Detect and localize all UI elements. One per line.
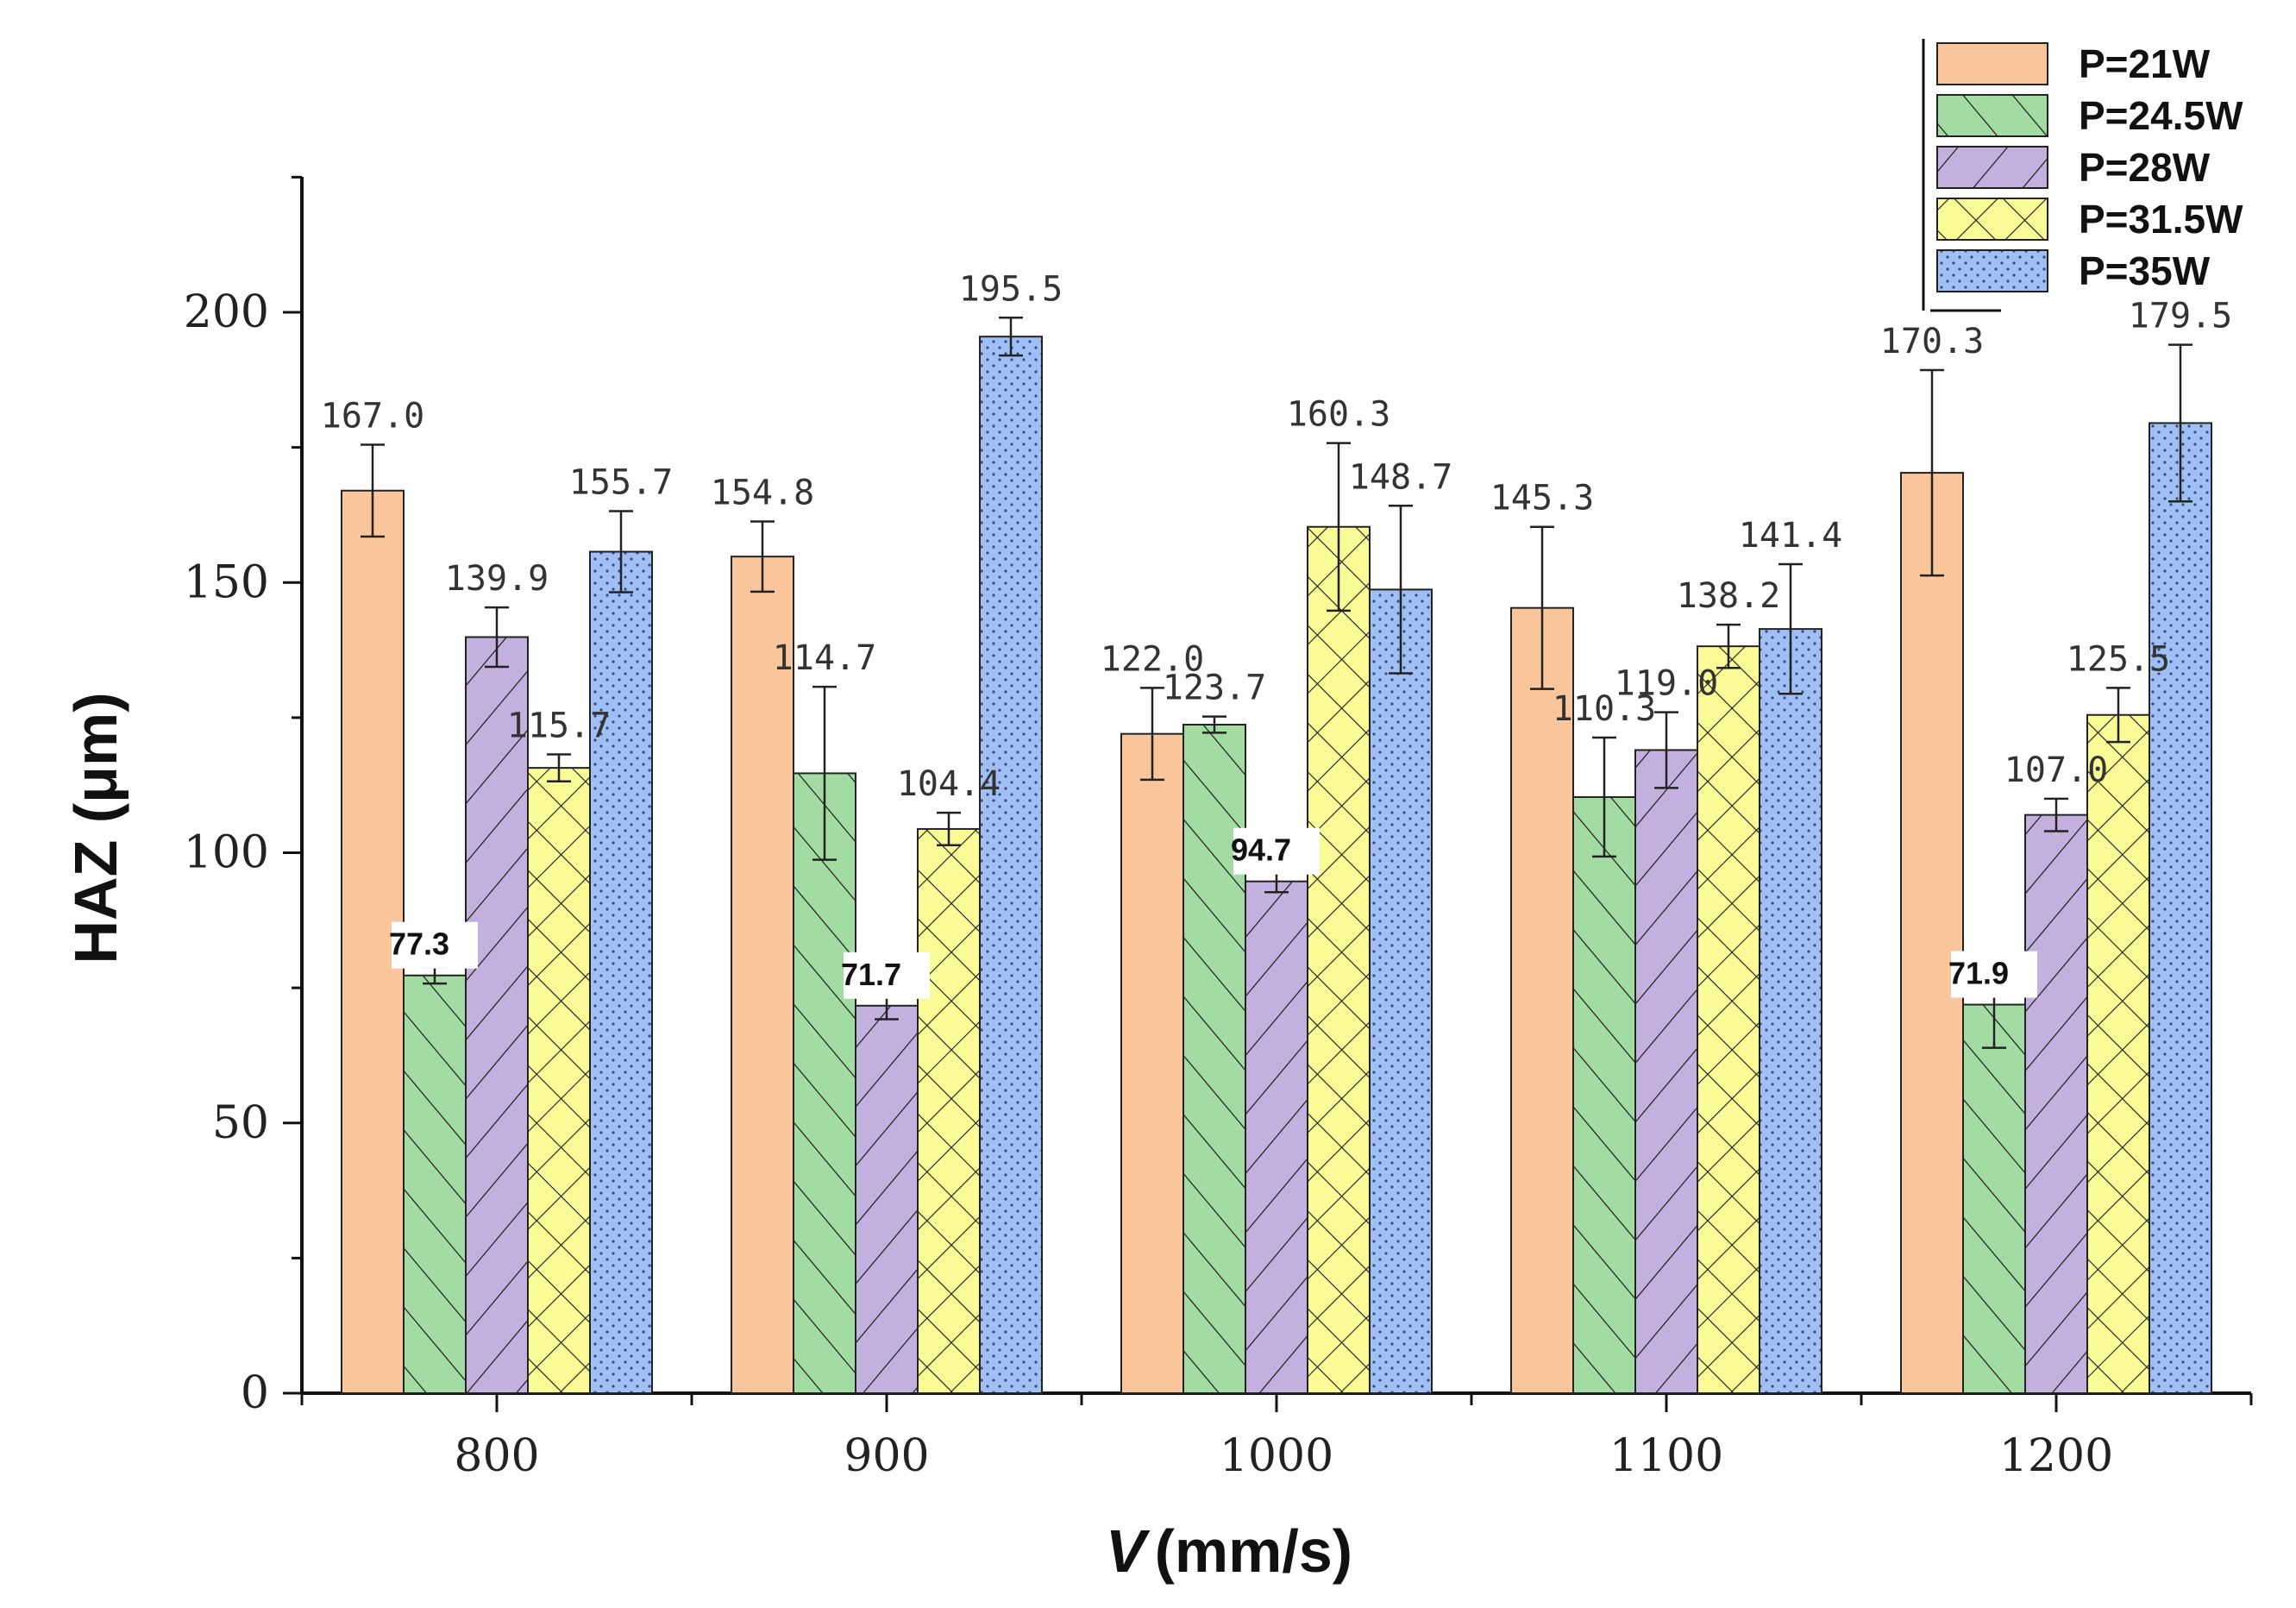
data-label: 115.7	[507, 706, 611, 745]
bar-pattern	[1183, 725, 1245, 1393]
data-label: 145.3	[1490, 479, 1594, 518]
legend-swatch-pattern	[1937, 95, 2048, 136]
data-labels: 167.0 77.3 139.9 115.7 155.7 154.8 114.7 71.7 10…	[321, 269, 2232, 999]
bar-pattern	[1573, 796, 1635, 1393]
data-label: 139.9	[445, 559, 549, 599]
data-label: 154.8	[711, 473, 814, 512]
y-tick-label: 150	[184, 556, 269, 608]
legend-label: P=31.5W	[2079, 197, 2243, 242]
legend-swatch	[1937, 43, 2048, 85]
bar	[1511, 607, 1573, 1393]
data-label-box	[1951, 951, 2037, 998]
bar-pattern	[856, 1005, 918, 1393]
data-label: 141.4	[1739, 516, 1842, 556]
legend-swatch-outline	[1936, 198, 2048, 241]
data-label: 119.0	[1615, 664, 1718, 704]
bar	[1901, 473, 1963, 1393]
y-tick-label: 0	[241, 1367, 269, 1419]
bar	[731, 556, 794, 1393]
data-label: 104.4	[897, 764, 1001, 804]
y-tick-label: 100	[184, 827, 269, 879]
x-tick-label: 1100	[1609, 1430, 1723, 1482]
data-label: 195.5	[959, 269, 1063, 309]
bar-pattern	[590, 551, 652, 1393]
bar-pattern	[2025, 814, 2087, 1393]
bar-pattern	[528, 768, 590, 1393]
legend-label: P=28W	[2079, 145, 2211, 190]
data-label: 71.9	[1948, 956, 2009, 991]
bar-pattern	[1697, 646, 1760, 1393]
x-tick-label: 1000	[1220, 1430, 1333, 1482]
data-label: 122.0	[1101, 639, 1204, 679]
x-tick-label: 1200	[1999, 1430, 2113, 1482]
x-tick-label: 800	[454, 1430, 539, 1482]
legend-swatch-pattern	[1937, 198, 2048, 240]
legend-swatch-outline	[1936, 146, 2048, 189]
data-label: 179.5	[2129, 297, 2232, 336]
x-tick-label: 900	[844, 1430, 929, 1482]
data-label: 138.2	[1677, 576, 1780, 616]
bar-pattern	[1245, 881, 1308, 1393]
x-axis-title: V (mm/s)	[1106, 1517, 1352, 1585]
bar	[1121, 733, 1183, 1393]
data-label: 94.7	[1231, 832, 1291, 868]
data-label-box	[392, 921, 478, 969]
bar-pattern	[2087, 714, 2149, 1393]
bar-pattern	[794, 773, 856, 1393]
x-axis-title-unit: (mm/s)	[1155, 1517, 1352, 1585]
data-label: 110.3	[1553, 689, 1656, 729]
y-tick-label: 200	[184, 286, 269, 338]
legend-label: P=24.5W	[2079, 93, 2243, 138]
bar-pattern	[466, 637, 528, 1393]
bar-pattern	[1370, 589, 1432, 1393]
bar-pattern	[1635, 750, 1697, 1393]
data-label: 160.3	[1287, 395, 1390, 435]
bars	[341, 317, 2212, 1395]
data-label: 170.3	[1880, 322, 1984, 361]
legend-label: P=35W	[2079, 248, 2211, 293]
data-label-box	[844, 952, 930, 999]
bar-pattern	[1760, 629, 1822, 1393]
legend-swatch-outline	[1936, 94, 2048, 137]
legend: P=21W P=24.5W P=28W P=31.5W P=35W	[1922, 39, 2243, 312]
data-label: 71.7	[841, 957, 901, 992]
data-label-box	[1233, 827, 1320, 875]
legend-swatch-outline	[1936, 249, 2048, 292]
bar-pattern	[404, 975, 466, 1393]
data-label: 107.0	[2004, 751, 2108, 790]
data-label: 167.0	[321, 396, 424, 436]
bar-pattern	[918, 828, 980, 1393]
axes: 0 50 100 150 200 800 900 1000 1100 1200	[184, 175, 2253, 1482]
data-label: 77.3	[389, 926, 449, 962]
legend-swatch-pattern	[1937, 250, 2048, 292]
bar-pattern	[1308, 526, 1370, 1393]
bar-pattern	[2149, 423, 2211, 1393]
data-label: 123.7	[1163, 669, 1266, 708]
legend-swatch-outline	[1936, 42, 2048, 85]
legend-swatch-pattern	[1937, 147, 2048, 188]
y-axis-title: HAZ (μm)	[62, 693, 129, 964]
data-label: 125.5	[2067, 639, 2170, 679]
x-axis-title-symbol: V	[1106, 1517, 1151, 1585]
data-label: 148.7	[1349, 457, 1452, 497]
y-tick-label: 50	[212, 1097, 269, 1149]
bar-pattern	[1963, 1004, 2025, 1393]
data-label: 114.7	[773, 638, 876, 678]
legend-label: P=21W	[2079, 41, 2211, 86]
bar-pattern	[980, 336, 1042, 1393]
data-label: 155.7	[569, 463, 673, 503]
